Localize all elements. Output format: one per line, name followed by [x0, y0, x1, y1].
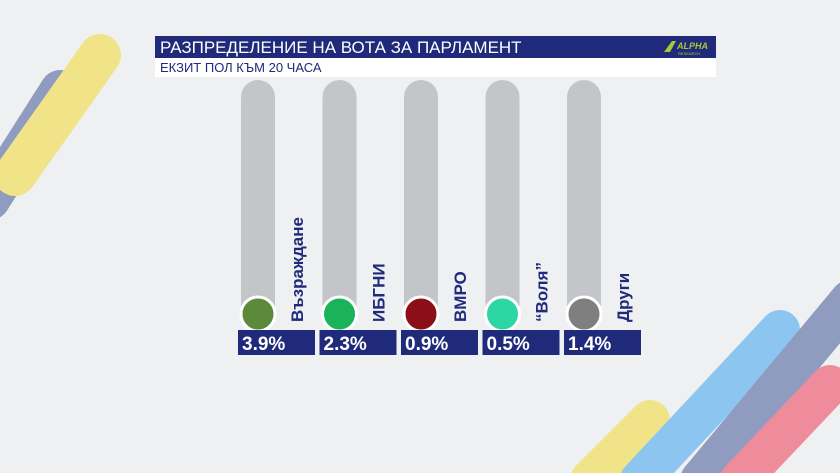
result: 0.5% — [487, 334, 530, 355]
column-pill — [322, 80, 357, 330]
logo-sub: RESEARCH — [678, 51, 700, 56]
result: 3.9% — [242, 334, 285, 355]
result-box — [564, 330, 641, 355]
result-box — [238, 330, 315, 355]
party-label: Други — [614, 273, 633, 322]
column-pill — [485, 80, 520, 330]
column-pill — [241, 80, 275, 330]
title-bar — [155, 36, 716, 58]
marker — [321, 295, 358, 333]
result: 1.4% — [568, 334, 611, 355]
result-box — [482, 330, 560, 355]
marker — [565, 295, 603, 333]
result: 0.9% — [405, 334, 448, 355]
subtitle: ЕКЗИТ ПОЛ КЪМ 20 ЧАСА — [160, 60, 322, 75]
column-pill — [404, 80, 438, 330]
decoration — [0, 34, 840, 473]
marker — [402, 295, 440, 333]
party-label: Възраждане — [288, 217, 307, 322]
party-label: ИБГНИ — [370, 263, 389, 322]
logo-icon — [664, 41, 676, 52]
party-label: ВМРО — [451, 271, 470, 322]
title: РАЗПРЕДЕЛЕНИЕ НА ВОТА ЗА ПАРЛАМЕНТ — [160, 38, 522, 57]
columns: 3.9%Възраждане 2.3%ИБГНИ 0.9%ВМРО 0.5%“Воля… — [238, 80, 641, 355]
logo: ALPHA — [676, 41, 708, 51]
result-box — [401, 330, 478, 355]
marker — [239, 295, 277, 333]
result-box — [319, 330, 397, 355]
subtitle-bar — [155, 58, 716, 77]
column-pill — [567, 80, 601, 330]
result: 2.3% — [324, 334, 367, 355]
marker — [484, 295, 521, 333]
party-label: “Воля” — [533, 262, 552, 322]
